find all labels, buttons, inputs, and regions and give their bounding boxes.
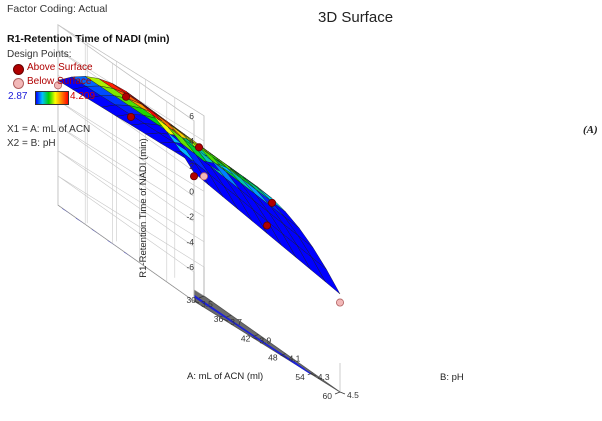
- x-tick-label: 48: [268, 353, 278, 363]
- x-axis-label: A: mL of ACN (ml): [187, 371, 263, 382]
- z-tick-label: 2: [189, 161, 194, 171]
- design-point-above: [194, 143, 203, 152]
- factor-x1-definition: X1 = A: mL of ACN: [7, 124, 91, 135]
- design-point-above: [122, 92, 131, 101]
- x-tick-mark: [280, 353, 286, 356]
- chart-title: 3D Surface: [318, 9, 394, 26]
- z-grid-line: [57, 24, 205, 122]
- y-axis-label: B: pH: [440, 372, 464, 383]
- z-tick-label: 0: [189, 186, 194, 196]
- x-tick-label: 42: [241, 333, 251, 343]
- design-point-below: [335, 298, 344, 307]
- above-surface-label: Above Surface: [27, 62, 93, 73]
- surface-cell: [311, 257, 341, 295]
- y-tick-mark: [281, 355, 287, 358]
- response-title: R1-Retention Time of NADI (min): [7, 33, 170, 45]
- panel-label: (A): [583, 124, 598, 136]
- y-tick-mark: [310, 373, 316, 377]
- z-axis-label: R1-Retention Time of NADI (min): [138, 138, 149, 277]
- x-tick-mark: [334, 391, 341, 395]
- x-tick-label: 54: [295, 372, 305, 382]
- below-surface-label: Below Surface: [27, 76, 92, 87]
- x-tick-mark: [307, 372, 313, 376]
- design-point-above: [262, 221, 271, 230]
- z-tick-label: 6: [189, 111, 194, 121]
- x-tick-mark: [253, 334, 259, 337]
- colorbar: [35, 91, 69, 105]
- x-tick-label: 30: [187, 295, 197, 305]
- y-tick-label: 3.9: [259, 335, 271, 345]
- x-tick-mark: [198, 295, 205, 299]
- factor-coding-label: Factor Coding: Actual: [7, 3, 108, 15]
- y-tick-label: 4.1: [289, 354, 301, 364]
- z-tick-label: 4: [189, 136, 194, 146]
- y-tick-label: 4.3: [318, 372, 330, 382]
- z-tick-label: -2: [186, 212, 194, 222]
- colorbar-max-label: 4.209: [70, 91, 96, 102]
- y-tick-label: 4.5: [347, 390, 359, 400]
- colorbar-min-label: 2.87: [8, 91, 28, 102]
- surface-layer: [57, 76, 341, 295]
- design-point-above: [267, 198, 276, 207]
- above-surface-marker: [13, 64, 24, 75]
- design-points-layer: [54, 81, 344, 307]
- y-tick-mark: [339, 391, 346, 395]
- y-tick-mark: [193, 300, 200, 304]
- design-point-above: [189, 172, 198, 181]
- x-tick-label: 36: [214, 314, 224, 324]
- design-point-above: [127, 112, 136, 121]
- y-tick-mark: [223, 318, 229, 322]
- design-point-below: [199, 172, 208, 181]
- factor-x2-definition: X2 = B: pH: [7, 138, 56, 149]
- design-points-label: Design Points:: [7, 49, 72, 60]
- z-tick-label: -4: [186, 237, 194, 247]
- y-tick-label: 3.7: [230, 317, 242, 327]
- y-tick-label: 3.5: [201, 299, 213, 309]
- below-surface-marker: [13, 78, 24, 89]
- design-point-below: [54, 81, 63, 90]
- tick-labels-layer: -6 -4 -2 0 2 4 6 30 36 42 48 54 60 3.5 3.7 3.9 4.1 4.3 4.5: [186, 111, 359, 401]
- z-tick-label: -6: [186, 262, 194, 272]
- x-tick-label: 60: [323, 391, 333, 401]
- y-tick-mark: [252, 337, 258, 340]
- x-tick-mark: [226, 314, 232, 318]
